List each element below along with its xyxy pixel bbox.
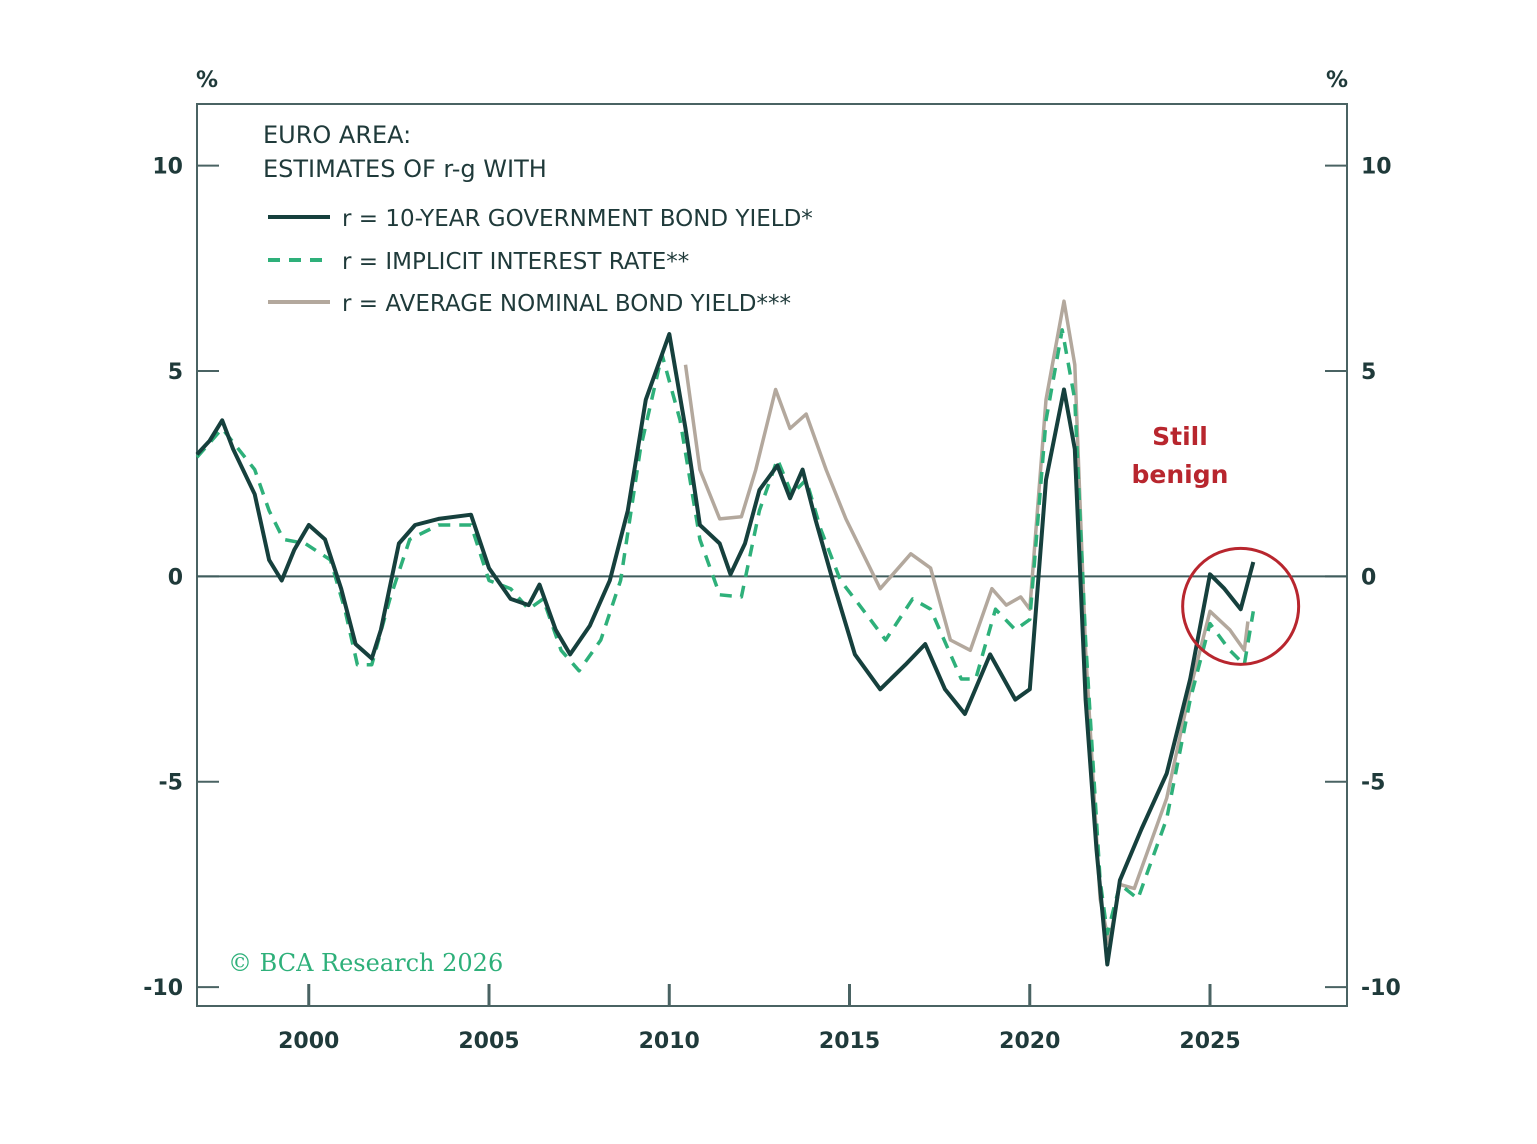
y-tick-label-right: 0 [1361, 565, 1376, 590]
y-tick-label-right: -5 [1361, 771, 1385, 796]
y-tick-label-right: 10 [1361, 155, 1392, 180]
x-tick-label: 2020 [999, 1029, 1060, 1054]
y-tick-label-left: 5 [168, 360, 183, 385]
x-tick-label: 2005 [458, 1029, 519, 1054]
chart-subtitle: ESTIMATES OF r-g WITH [263, 155, 547, 183]
chart-title: EURO AREA: [263, 121, 411, 149]
watermark: © BCA Research 2026 [228, 949, 503, 977]
x-tick-label: 2025 [1179, 1029, 1240, 1054]
annotation-label-line1: Still [1152, 422, 1208, 451]
annotation-circle [1181, 546, 1301, 666]
y-unit-right: % [1326, 68, 1348, 93]
y-tick-label-left: -5 [159, 771, 183, 796]
y-tick-label-right: 5 [1361, 360, 1376, 385]
legend-label-implicit-rate: r = IMPLICIT INTEREST RATE** [342, 249, 689, 275]
y-tick-label-left: 0 [168, 565, 183, 590]
annotation-label-line2: benign [1132, 460, 1229, 489]
x-tick-label: 2010 [639, 1029, 700, 1054]
series-group [195, 299, 1256, 967]
series-average-nominal-bond-yield [683, 299, 1250, 946]
legend-label-avg-nominal-yield: r = AVERAGE NOMINAL BOND YIELD*** [342, 291, 791, 317]
y-unit-left: % [196, 68, 218, 93]
y-tick-label-left: 10 [152, 155, 183, 180]
y-axis: 10 10 5 5 0 0 -5 -5 -10 -10 [143, 155, 1401, 1001]
y-tick-label-left: -10 [143, 976, 183, 1001]
y-tick-label-right: -10 [1361, 976, 1401, 1001]
x-tick-label: 2015 [819, 1029, 880, 1054]
x-axis: 2000 2005 2010 2015 2020 2025 [278, 984, 1241, 1054]
legend: r = 10-YEAR GOVERNMENT BOND YIELD* r = I… [268, 206, 813, 317]
series-10y-government-bond-yield [195, 332, 1256, 967]
plot-frame [196, 103, 1348, 1007]
legend-label-10y-yield: r = 10-YEAR GOVERNMENT BOND YIELD* [342, 206, 813, 232]
x-tick-label: 2000 [278, 1029, 339, 1054]
